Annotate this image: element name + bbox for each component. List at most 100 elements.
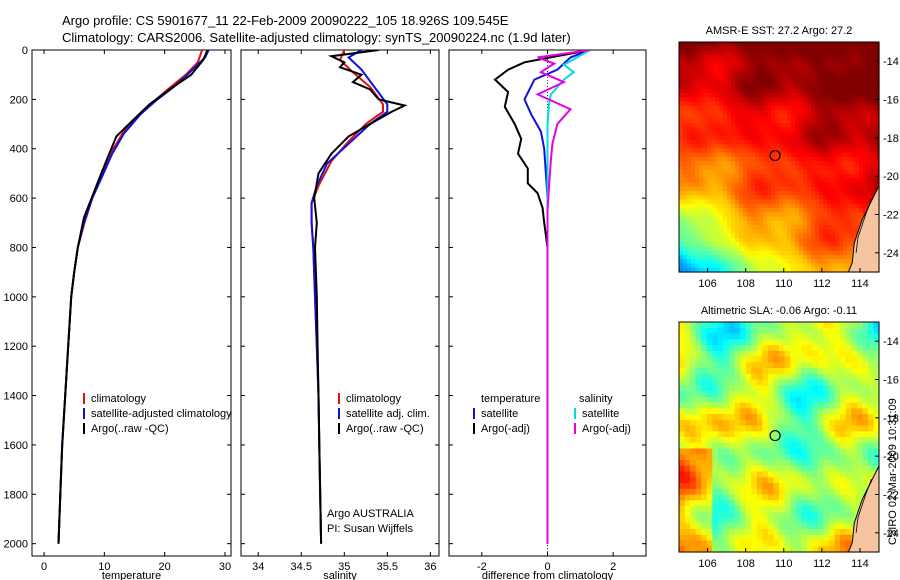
heatmap-cell	[855, 140, 860, 145]
heatmap-cell	[839, 67, 844, 73]
heatmap-cell	[712, 345, 719, 352]
heatmap-cell	[690, 368, 697, 375]
heatmap-cell	[851, 178, 856, 184]
heatmap-cell	[871, 174, 876, 179]
heatmap-cell	[859, 216, 864, 222]
heatmap-cell	[759, 225, 764, 230]
heatmap-cell	[815, 67, 820, 73]
heatmap-cell	[827, 97, 832, 103]
heatmap-cell	[695, 534, 702, 542]
heatmap-cell	[767, 212, 772, 218]
heatmap-cell	[847, 54, 852, 60]
heatmap-cell	[784, 488, 791, 496]
heatmap-cell	[803, 169, 808, 175]
heatmap-cell	[679, 408, 686, 415]
heatmap-cell	[683, 152, 688, 158]
heatmap-cell	[799, 161, 804, 167]
heatmap-cell	[791, 114, 796, 120]
heatmap-cell	[684, 517, 691, 524]
heatmap-cell	[863, 42, 868, 47]
heatmap-cell	[701, 379, 708, 386]
heatmap-cell	[767, 42, 772, 47]
heatmap-cell	[827, 246, 832, 252]
heatmap-cell	[699, 152, 704, 158]
heatmap-cell	[855, 220, 860, 226]
heatmap-cell	[795, 127, 800, 133]
heatmap-cell	[701, 373, 708, 381]
heatmap-cell	[756, 454, 763, 461]
heatmap-cell	[807, 263, 812, 269]
heatmap-cell	[843, 131, 848, 137]
heatmap-cell	[835, 199, 840, 205]
heatmap-cell	[823, 169, 828, 175]
heatmap-cell	[715, 208, 720, 213]
heatmap-cell	[783, 178, 788, 184]
heatmap-cell	[687, 50, 692, 56]
heatmap-cell	[787, 242, 792, 248]
heatmap-cell	[862, 454, 869, 461]
heatmap-cell	[683, 135, 688, 141]
heatmap-cell	[811, 233, 816, 239]
heatmap-cell	[740, 523, 747, 530]
heatmap-cell	[779, 199, 784, 205]
heatmap-cell	[823, 402, 830, 409]
heatmap-cell	[791, 46, 796, 52]
heatmap-cell	[679, 350, 686, 358]
heatmap-cell	[795, 517, 802, 524]
heatmap-cell	[823, 157, 828, 162]
heatmap-cell	[695, 212, 700, 218]
heatmap-cell	[823, 46, 828, 52]
heatmap-cell	[843, 250, 848, 256]
heatmap-cell	[711, 105, 716, 111]
heatmap-cell	[783, 259, 788, 265]
heatmap-cell	[687, 101, 692, 107]
heatmap-cell	[706, 379, 713, 386]
heatmap-cell	[712, 385, 719, 392]
heatmap-cell	[763, 152, 768, 158]
heatmap-cell	[711, 59, 716, 64]
heatmap-cell	[729, 500, 736, 507]
heatmap-cell	[773, 345, 780, 352]
heatmap-cell	[683, 42, 688, 47]
heatmap-cell	[759, 246, 764, 252]
heatmap-cell	[743, 220, 748, 226]
heatmap-cell	[783, 118, 788, 124]
heatmap-cell	[829, 488, 836, 496]
heatmap-cell	[723, 391, 730, 398]
heatmap-cell	[787, 131, 792, 137]
heatmap-cell	[873, 402, 880, 409]
heatmap-cell	[859, 93, 864, 98]
heatmap-cell	[687, 161, 692, 167]
heatmap-cell	[751, 105, 756, 111]
heatmap-cell	[691, 135, 696, 141]
heatmap-cell	[740, 431, 747, 438]
heatmap-cell	[707, 50, 712, 56]
heatmap-cell	[759, 110, 764, 115]
heatmap-cell	[695, 506, 702, 513]
heatmap-cell	[775, 229, 780, 235]
heatmap-cell	[779, 135, 784, 141]
heatmap-cell	[811, 216, 816, 222]
heatmap-cell	[751, 350, 758, 358]
heatmap-cell	[843, 225, 848, 230]
heatmap-cell	[851, 42, 856, 47]
heatmap-cell	[707, 199, 712, 205]
heatmap-cell	[735, 71, 740, 77]
heatmap-cell	[747, 233, 752, 239]
heatmap-cell	[703, 225, 708, 230]
heatmap-cell	[679, 246, 684, 252]
heatmap-cell	[851, 216, 856, 222]
heatmap-cell	[763, 80, 768, 86]
heatmap-cell	[851, 506, 858, 513]
heatmap-cell	[862, 379, 869, 386]
heatmap-cell	[734, 327, 741, 335]
heatmap-cell	[823, 140, 828, 145]
heatmap-cell	[739, 263, 744, 269]
heatmap-cell	[731, 67, 736, 73]
heatmap-cell	[717, 368, 725, 375]
heatmap-cell	[799, 182, 804, 188]
heatmap-cell	[803, 76, 808, 81]
heatmap-cell	[803, 259, 808, 265]
heatmap-cell	[803, 203, 808, 209]
heatmap-cell	[851, 356, 858, 363]
